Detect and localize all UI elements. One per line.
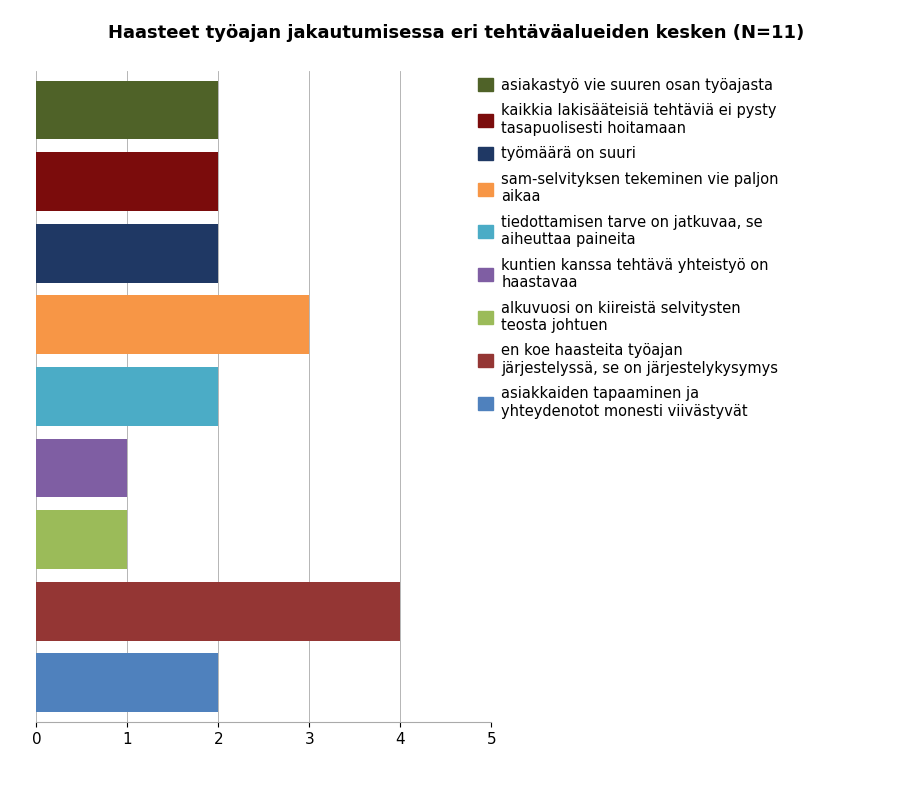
Bar (36, 439, 128, 498)
Bar (36, 81, 219, 140)
Bar (36, 224, 219, 283)
Bar (36, 152, 219, 211)
Bar (36, 653, 219, 712)
Bar (36, 582, 400, 641)
Bar (36, 295, 309, 354)
Legend: asiakastyö vie suuren osan työajasta, kaikkia lakisääteisiä tehtäviä ei pysty
ta: asiakastyö vie suuren osan työajasta, ka… (477, 78, 778, 418)
Bar (36, 510, 128, 569)
Text: Haasteet työajan jakautumisessa eri tehtäväalueiden kesken (N=11): Haasteet työajan jakautumisessa eri teht… (107, 24, 804, 42)
Bar (36, 367, 219, 425)
